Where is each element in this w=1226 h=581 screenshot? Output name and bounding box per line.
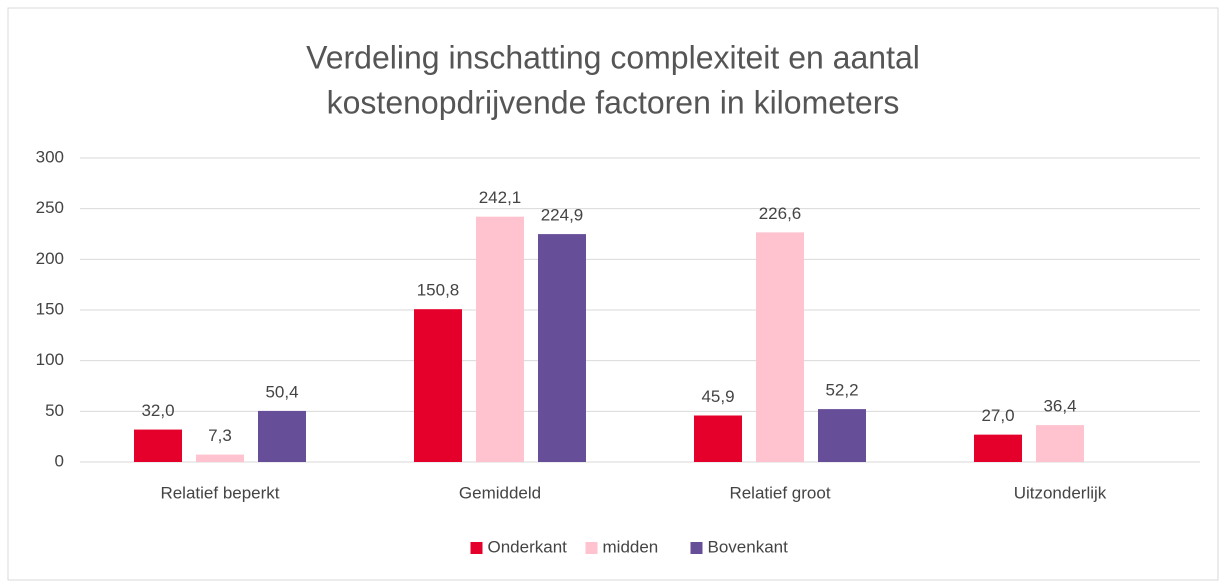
- bar: [818, 409, 866, 462]
- bar: [196, 454, 244, 462]
- y-tick-label: 50: [45, 401, 64, 420]
- data-label: 7,3: [208, 426, 232, 445]
- legend-label: Bovenkant: [708, 537, 789, 556]
- bar: [1036, 425, 1084, 462]
- x-tick-label: Relatief groot: [729, 483, 830, 502]
- bar: [756, 232, 804, 462]
- x-tick-label: Relatief beperkt: [160, 483, 279, 502]
- legend-label: midden: [603, 537, 659, 556]
- data-label: 27,0: [981, 406, 1014, 425]
- chart-title: Verdeling inschatting complexiteit en aa…: [306, 39, 920, 75]
- y-tick-label: 300: [36, 147, 64, 166]
- bar: [694, 415, 742, 462]
- x-tick-label: Uitzonderlijk: [1014, 483, 1107, 502]
- bar: [476, 216, 524, 462]
- bar: [974, 434, 1022, 462]
- data-label: 226,6: [759, 204, 802, 223]
- legend-swatch: [470, 542, 483, 554]
- bar: [538, 234, 586, 462]
- data-label: 150,8: [417, 281, 460, 300]
- bar: [258, 410, 306, 462]
- data-label: 242,1: [479, 188, 522, 207]
- data-label: 224,9: [541, 206, 584, 225]
- data-label: 50,4: [265, 382, 298, 401]
- y-tick-label: 150: [36, 299, 64, 318]
- y-tick-label: 200: [36, 249, 64, 268]
- data-label: 52,2: [825, 381, 858, 400]
- legend-label: Onderkant: [488, 537, 568, 556]
- bar: [134, 429, 182, 462]
- y-tick-label: 250: [36, 198, 64, 217]
- legend-swatch: [585, 542, 598, 554]
- bar: [414, 309, 462, 462]
- chart-title: kostenopdrijvende factoren in kilometers: [327, 84, 900, 120]
- legend-swatch: [690, 542, 703, 554]
- y-tick-label: 0: [55, 451, 64, 470]
- data-label: 36,4: [1043, 397, 1076, 416]
- chart-border: [7, 7, 1219, 581]
- x-tick-label: Gemiddeld: [459, 483, 541, 502]
- data-label: 32,0: [141, 401, 174, 420]
- data-label: 45,9: [701, 387, 734, 406]
- y-tick-label: 100: [36, 350, 64, 369]
